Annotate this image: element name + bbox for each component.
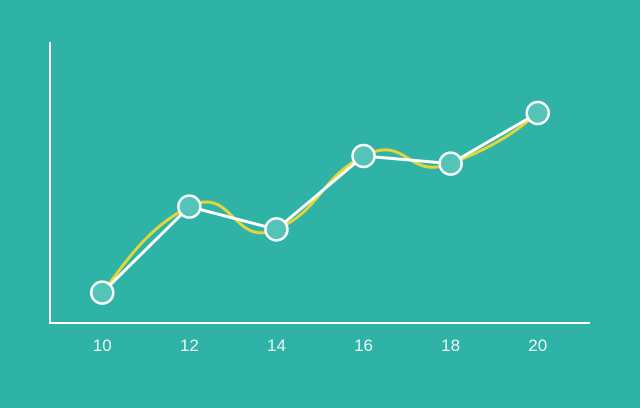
data-point-20: [525, 100, 550, 126]
x-tick-label-18: 18: [441, 336, 460, 355]
x-tick-label-20: 20: [528, 336, 547, 355]
straight-series-line: [101, 111, 539, 294]
x-tick-label-14: 14: [267, 336, 286, 355]
x-tick-label-10: 10: [93, 336, 112, 355]
data-point-16: [351, 143, 376, 169]
data-point-18: [438, 151, 463, 176]
x-tick-label-16: 16: [354, 336, 373, 355]
data-markers: [90, 100, 550, 305]
data-point-10: [90, 280, 115, 305]
x-tick-label-12: 12: [180, 336, 199, 355]
data-point-12: [177, 194, 202, 219]
data-point-14: [264, 217, 289, 242]
x-tick-labels: 10 12 14 16 18 20: [93, 336, 547, 355]
